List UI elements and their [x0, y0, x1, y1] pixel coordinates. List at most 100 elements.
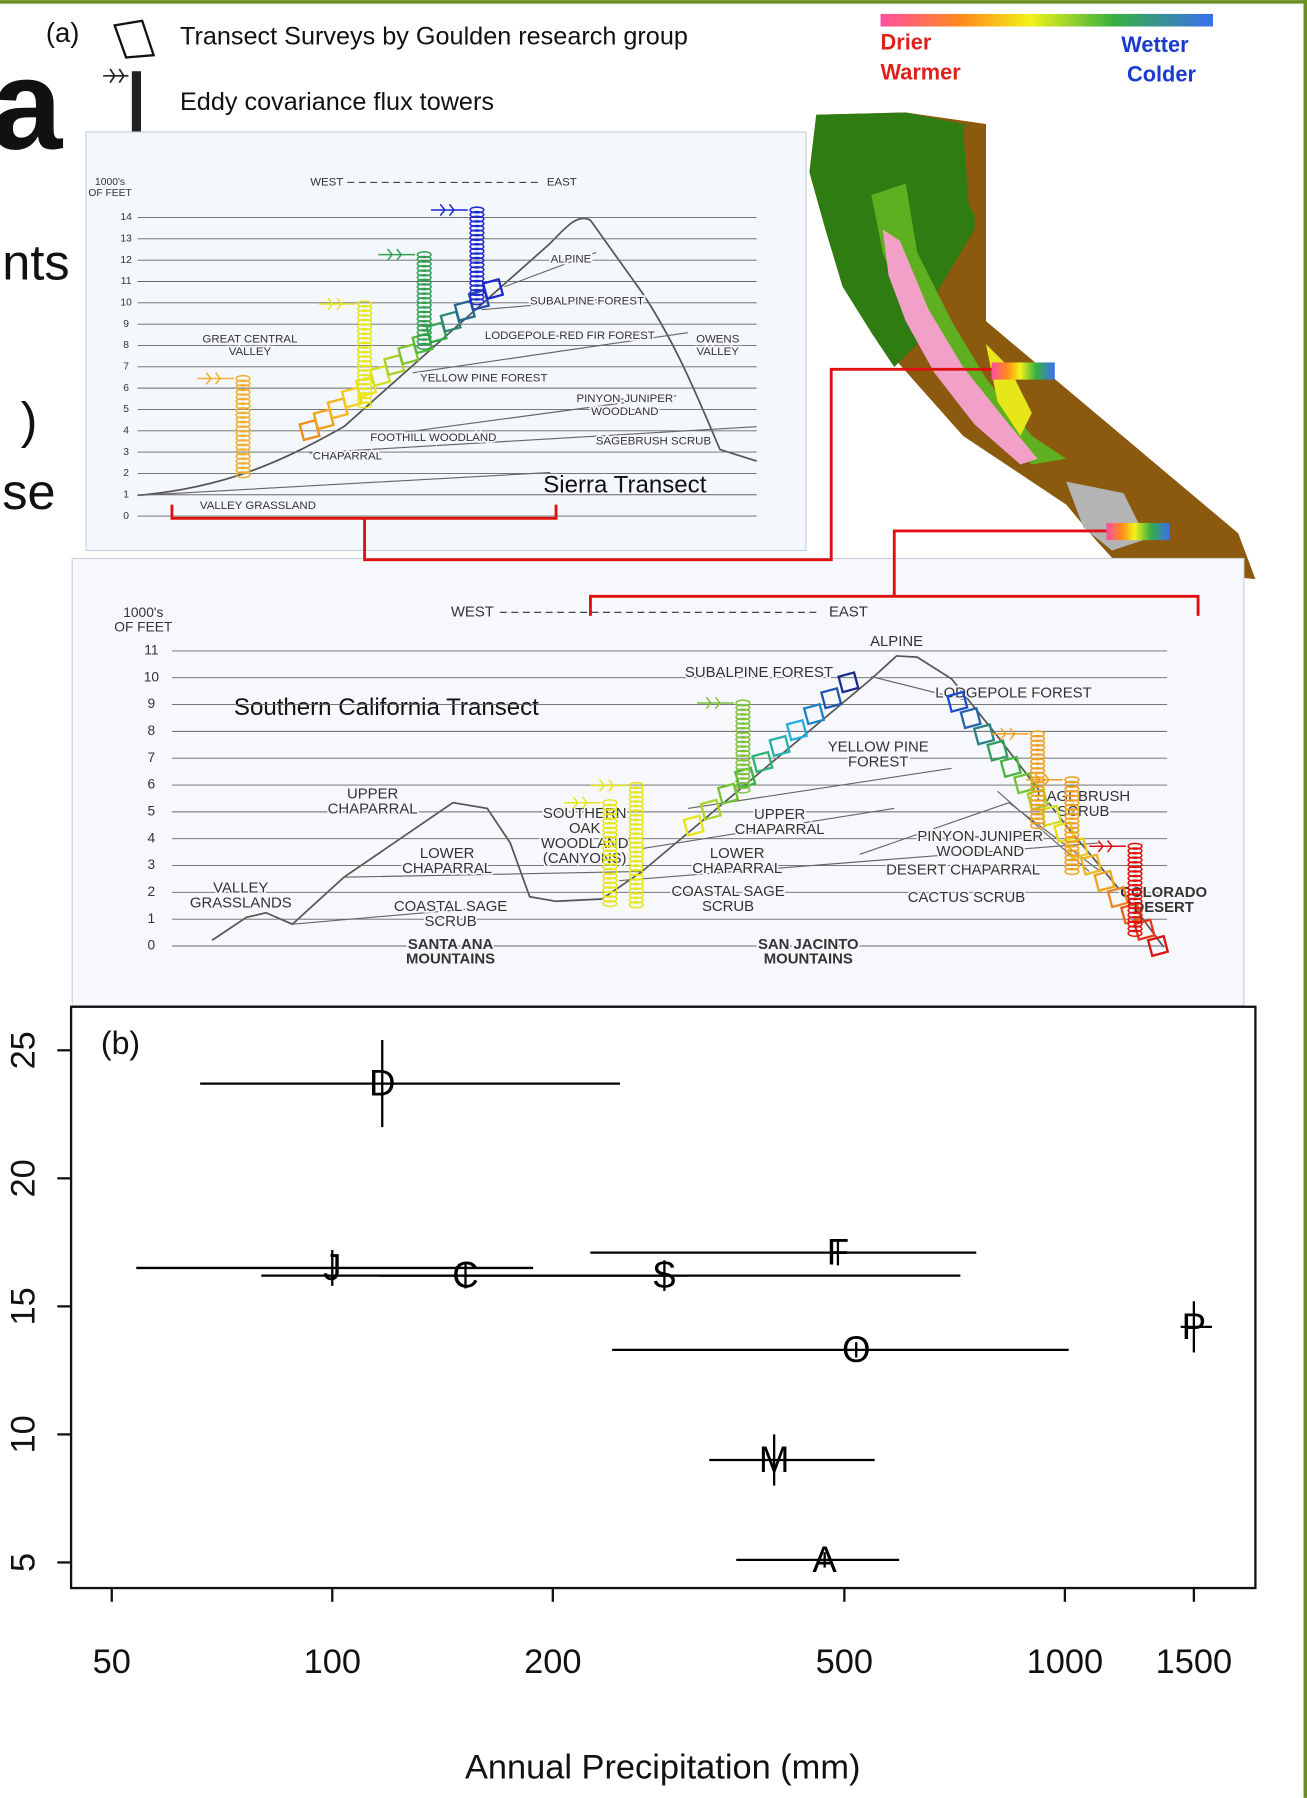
slide-fragment: nts — [2, 233, 69, 290]
zone-label: MOUNTAINS — [406, 952, 495, 968]
zone-label: OAK — [569, 821, 601, 837]
zone-label: FOOTHILL WOODLAND — [370, 432, 496, 444]
level-label: 9 — [123, 319, 129, 330]
unit-label: 1000's — [123, 605, 163, 620]
level-label: 0 — [148, 938, 156, 953]
level-label: 8 — [148, 723, 156, 738]
level-label: 11 — [144, 643, 158, 658]
plot-frame — [71, 1007, 1255, 1588]
point-marker: P — [1182, 1306, 1206, 1347]
level-label: 11 — [121, 276, 132, 287]
sierra-diagram: Sierra Transect 012345678910111213141000… — [86, 132, 806, 550]
y-tick-label: 5 — [4, 1553, 42, 1572]
zone-label: FOREST — [848, 755, 908, 771]
colorbar — [881, 14, 1213, 27]
zone-label: DESERT CHAPARRAL — [886, 862, 1040, 878]
level-label: 8 — [123, 340, 129, 351]
x-tick-label: 1000 — [1027, 1643, 1103, 1681]
map-transect-marker — [1106, 523, 1169, 540]
direction-label: WEST — [451, 604, 494, 620]
level-label: 0 — [123, 511, 129, 522]
point-marker: D — [369, 1063, 395, 1104]
zone-label: SCRUB — [425, 914, 477, 930]
point-marker: O — [842, 1329, 871, 1370]
zone-label: LOWER — [710, 846, 765, 862]
level-label: 13 — [120, 234, 132, 245]
zone-label: CHAPARRAL — [735, 822, 825, 838]
zone-label: SANTA ANA — [408, 937, 494, 953]
zone-label: VALLEY — [696, 346, 739, 358]
unit-label: 1000's — [95, 177, 125, 188]
level-label: 2 — [123, 468, 129, 479]
zone-label: SAN JACINTO — [758, 937, 859, 953]
zone-label: OWENS — [696, 334, 740, 346]
direction-label: WEST — [310, 176, 343, 188]
level-label: 12 — [120, 255, 132, 266]
level-label: 6 — [123, 383, 129, 394]
zone-label: YELLOW PINE FOREST — [420, 373, 547, 385]
zone-label: CHAPARRAL — [313, 450, 382, 462]
zone-label: VALLEY — [229, 346, 272, 358]
zone-label: LODGEPOLE-RED FIR FOREST — [485, 330, 655, 342]
chart-title: (b) — [101, 1025, 140, 1061]
x-tick-label: 500 — [816, 1643, 873, 1681]
level-label: 3 — [148, 857, 156, 872]
x-axis-title: Annual Precipitation (mm) — [465, 1748, 860, 1786]
x-tick-label: 1500 — [1156, 1643, 1232, 1681]
zone-label: ALPINE — [551, 253, 592, 265]
x-tick-label: 200 — [524, 1643, 581, 1681]
y-tick-label: 10 — [4, 1415, 42, 1453]
unit-label: OF FEET — [88, 188, 132, 199]
unit-label: OF FEET — [114, 620, 173, 635]
direction-label: EAST — [547, 176, 577, 188]
level-label: 5 — [123, 404, 129, 415]
zone-label: WOODLAND — [936, 844, 1024, 860]
point-marker: J — [323, 1247, 341, 1288]
y-tick-label: 25 — [4, 1031, 42, 1069]
level-label: 4 — [123, 425, 129, 436]
level-label: 14 — [120, 212, 132, 223]
zone-label: SUBALPINE FOREST — [685, 665, 833, 681]
zone-label: MOUNTAINS — [764, 952, 853, 968]
slide-fragment: a — [0, 34, 64, 177]
zone-label: PINYON-JUNIPER — [917, 829, 1043, 845]
level-label: 2 — [148, 884, 156, 899]
diagram-title: Southern California Transect — [234, 694, 539, 721]
level-label: 1 — [148, 911, 156, 926]
colorbar-label: Warmer — [881, 59, 962, 84]
level-label: 10 — [144, 669, 160, 684]
zone-label: COASTAL SAGE — [394, 899, 507, 915]
zone-label: CHAPARRAL — [402, 861, 492, 877]
level-label: 3 — [123, 447, 129, 458]
zone-label: UPPER — [347, 787, 399, 803]
zone-label: SAGEBRUSH — [1037, 789, 1131, 805]
colorbar-label: Drier — [881, 29, 932, 54]
tower-icon — [132, 71, 141, 135]
zone-label: PINYON-JUNIPER — [576, 393, 673, 405]
zone-label: CACTUS SCRUB — [908, 890, 1026, 906]
slide-fragment: se — [2, 463, 55, 520]
slide-fragment: ) — [21, 392, 38, 449]
zone-label: ALPINE — [870, 634, 923, 650]
zone-label: SUBALPINE FOREST — [530, 296, 644, 308]
zone-label: CHAPARRAL — [328, 802, 418, 818]
zone-label: SAGEBRUSH SCRUB — [596, 436, 712, 448]
y-tick-label: 15 — [4, 1287, 42, 1325]
page: { "slide_fragments": ["a", "nts", ")", "… — [0, 0, 1307, 1798]
zone-label: LOWER — [420, 846, 475, 862]
direction-label: EAST — [829, 604, 868, 620]
x-tick-label: 100 — [304, 1643, 361, 1681]
level-label: 7 — [148, 750, 156, 765]
level-label: 7 — [123, 362, 129, 373]
zone-label: GREAT CENTRAL — [202, 334, 297, 346]
zone-label: VALLEY — [213, 881, 268, 897]
southern-diagram: Southern California Transect 01234567891… — [72, 558, 1244, 1005]
point-marker: F — [827, 1232, 849, 1273]
level-label: 9 — [148, 696, 156, 711]
zone-label: COASTAL SAGE — [671, 884, 784, 900]
level-label: 1 — [123, 489, 129, 500]
level-label: 5 — [148, 803, 156, 818]
zone-label: GRASSLANDS — [190, 896, 292, 912]
point-marker: M — [759, 1439, 790, 1480]
zone-label: UPPER — [754, 807, 806, 823]
